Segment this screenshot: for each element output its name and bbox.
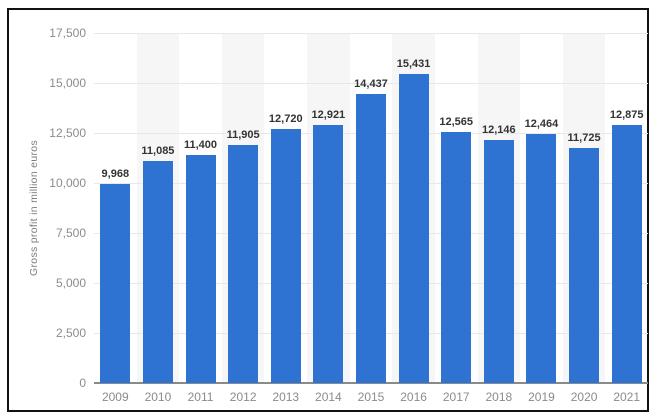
bar-value-label: 12,720 (268, 113, 303, 125)
y-tick-label: 17,500 (49, 26, 86, 40)
bar-2020 (569, 148, 600, 383)
x-tick-label: 2017 (442, 390, 470, 404)
bar-value-label: 11,400 (184, 139, 218, 151)
plot-area: 9,968 11,085 11,400 11,905 12,720 12,921 14,43… (94, 32, 648, 384)
x-tick-label: 2009 (101, 390, 129, 404)
bar-2017 (441, 132, 472, 383)
x-tick-label: 2018 (485, 390, 513, 404)
y-tick-label: 5,000 (55, 276, 86, 290)
bar-value-label: 11,725 (567, 132, 601, 144)
y-tick-label: 2,500 (55, 326, 86, 340)
bar-value-label: 9,968 (101, 168, 130, 180)
bar-value-label: 11,085 (141, 145, 175, 157)
x-tick-label: 2014 (315, 390, 342, 404)
x-tick-label: 2020 (570, 390, 598, 404)
bar-2009 (100, 184, 131, 383)
x-tick-label: 2016 (400, 390, 427, 404)
bar-2018 (483, 140, 514, 383)
y-tick-label: 0 (79, 376, 86, 390)
bar-value-label: 14,437 (354, 78, 388, 90)
bar-value-label: 12,464 (524, 118, 559, 130)
bar-2016 (398, 74, 429, 383)
bar-2015 (356, 94, 386, 383)
bar-2011 (185, 155, 216, 383)
x-axis-line (94, 382, 648, 384)
y-tick-label: 12,500 (49, 126, 86, 140)
y-tick-label: 7,500 (55, 226, 86, 240)
bar-value-label: 12,875 (609, 109, 644, 121)
bar-value-label: 11,905 (226, 129, 260, 141)
bar-2010 (142, 161, 173, 383)
x-tick-label: 2021 (613, 390, 641, 404)
gridline (94, 32, 648, 34)
bar-2014 (313, 125, 344, 383)
bar-2021 (611, 125, 642, 383)
x-tick-label: 2011 (187, 390, 214, 404)
bar-2013 (270, 129, 301, 383)
bar-2019 (526, 134, 557, 383)
y-tick-label: 10,000 (49, 176, 86, 190)
bar-value-label: 12,565 (439, 116, 474, 128)
x-tick-label: 2015 (357, 390, 385, 404)
x-tick-label: 2012 (229, 390, 257, 404)
gridline (94, 82, 648, 84)
y-axis-title: Gross profit in million euros (28, 140, 40, 276)
bar-2012 (228, 145, 259, 383)
x-tick-label: 2010 (144, 390, 172, 404)
x-tick-label: 2013 (272, 390, 300, 404)
bar-value-label: 12,146 (482, 124, 516, 136)
x-tick-label: 2019 (528, 390, 555, 404)
bar-value-label: 12,921 (311, 109, 346, 121)
bar-value-label: 15,431 (396, 58, 431, 70)
y-tick-label: 15,000 (49, 76, 86, 90)
